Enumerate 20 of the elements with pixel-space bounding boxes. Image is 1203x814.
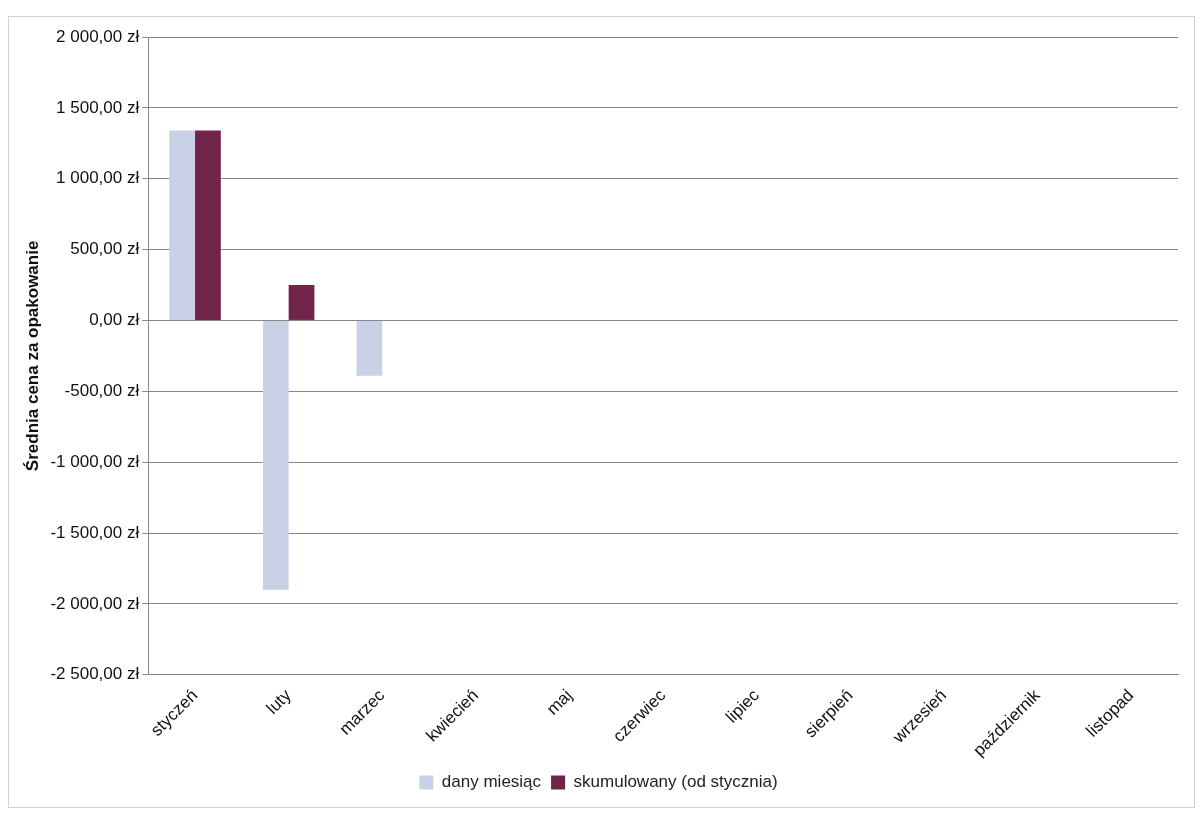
y-tick-label: -1 000,00 zł: [50, 451, 140, 471]
bar: [195, 130, 221, 320]
bar: [169, 130, 196, 320]
y-tick-label: -2 500,00 zł: [50, 664, 140, 684]
y-tick-label: -1 500,00 zł: [50, 522, 140, 542]
bar: [356, 320, 383, 376]
bar: [262, 320, 289, 590]
y-axis-title: Średnia cena za opakowanie: [22, 240, 42, 472]
y-tick-label: 1 000,00 zł: [56, 168, 140, 188]
y-tick-label: -500,00 zł: [64, 381, 140, 401]
y-tick-label: 2 000,00 zł: [56, 26, 140, 46]
legend-label: skumulowany (od stycznia): [573, 772, 778, 792]
x-tick-label: luty: [262, 685, 296, 718]
y-tick-label: 0,00 zł: [89, 310, 140, 330]
y-tick-label: -2 000,00 zł: [50, 593, 140, 613]
y-tick-label: 500,00 zł: [70, 239, 140, 259]
bar: [288, 285, 315, 320]
legend-label: dany miesiąc: [441, 772, 542, 792]
y-tick-label: 1 500,00 zł: [56, 97, 140, 117]
x-tick-label: maj: [542, 685, 576, 719]
